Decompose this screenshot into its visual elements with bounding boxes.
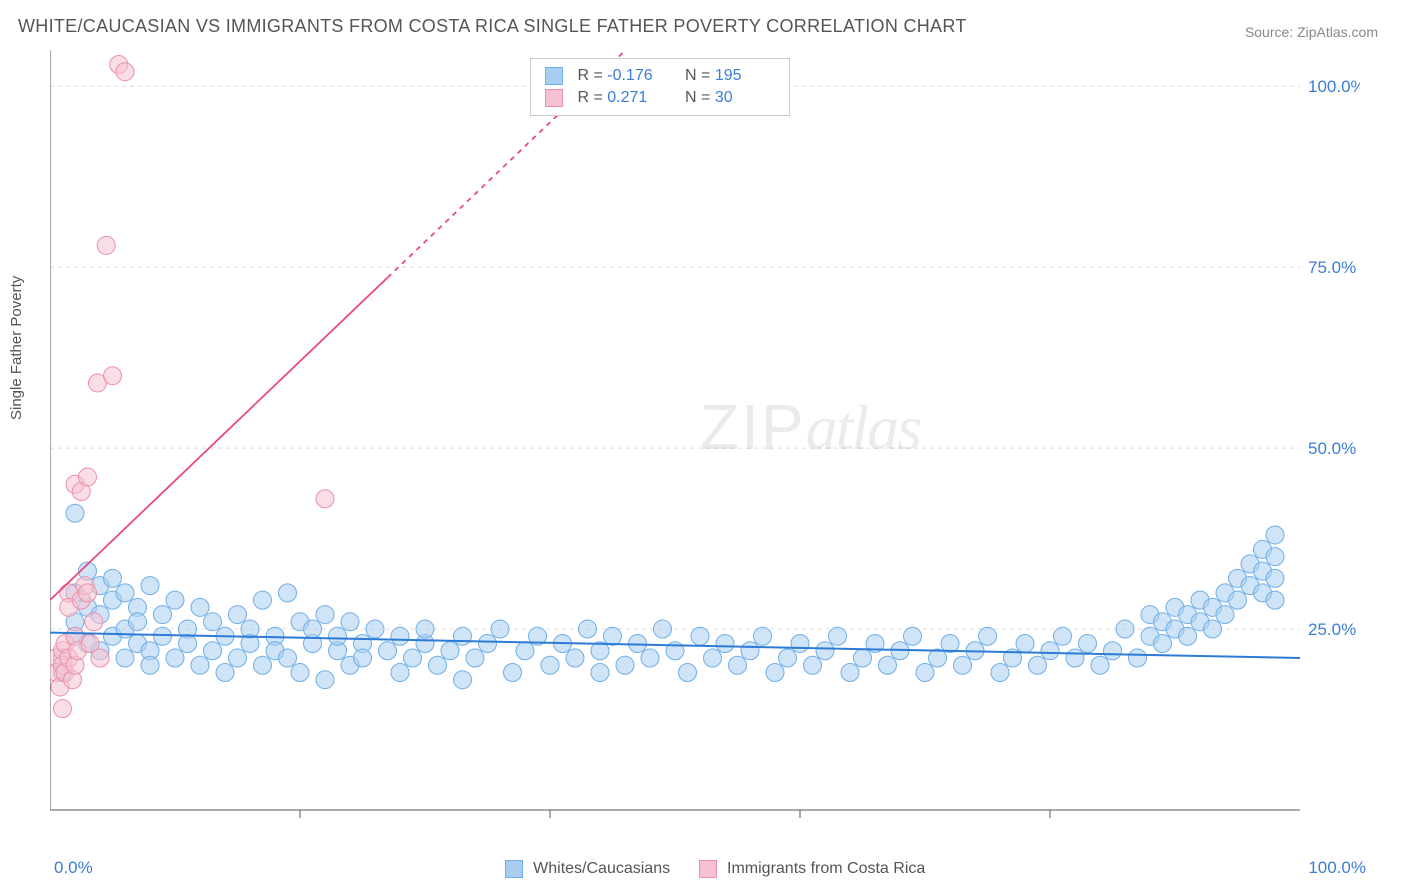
legend-swatch-1 (545, 67, 563, 85)
legend-r-value-1: -0.176 (607, 65, 667, 87)
legend-n-label: N = (685, 67, 710, 84)
legend-swatch-2 (545, 89, 563, 107)
correlation-legend: R = -0.176 N = 195 R = 0.271 N = 30 (530, 58, 790, 116)
series-swatch-2 (699, 860, 717, 878)
y-axis-label: Single Father Poverty (8, 276, 25, 420)
legend-r-label: R = (577, 67, 602, 84)
scatter-plot-svg: 25.0% 50.0% 75.0% 100.0% (50, 50, 1360, 830)
svg-text:75.0%: 75.0% (1308, 258, 1356, 277)
svg-text:100.0%: 100.0% (1308, 77, 1360, 96)
chart-title: WHITE/CAUCASIAN VS IMMIGRANTS FROM COSTA… (18, 16, 967, 37)
series-swatch-1 (505, 860, 523, 878)
legend-r-label: R = (577, 89, 602, 106)
series-legend: Whites/Caucasians Immigrants from Costa … (0, 860, 1406, 878)
svg-text:25.0%: 25.0% (1308, 620, 1356, 639)
svg-text:50.0%: 50.0% (1308, 439, 1356, 458)
source-label: Source: ZipAtlas.com (1245, 24, 1378, 40)
legend-row-series-2: R = 0.271 N = 30 (545, 87, 775, 109)
scatter-chart: 25.0% 50.0% 75.0% 100.0% (50, 50, 1360, 830)
legend-n-value-1: 195 (715, 65, 775, 87)
series-label-1: Whites/Caucasians (533, 860, 670, 877)
legend-r-value-2: 0.271 (607, 87, 667, 109)
series-label-2: Immigrants from Costa Rica (727, 860, 925, 877)
legend-row-series-1: R = -0.176 N = 195 (545, 65, 775, 87)
legend-n-label: N = (685, 89, 710, 106)
legend-n-value-2: 30 (715, 87, 775, 109)
